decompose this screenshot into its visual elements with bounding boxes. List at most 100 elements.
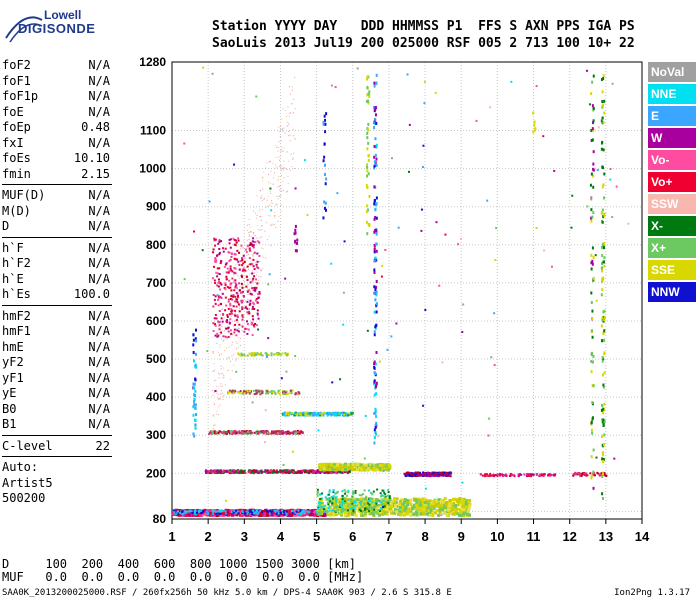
echo-point [364, 511, 368, 515]
echo-point [327, 497, 331, 501]
echo-point [256, 271, 258, 273]
echo-point [289, 389, 292, 392]
echo-point [231, 512, 235, 516]
echo-point [182, 512, 185, 515]
echo-point [386, 507, 390, 511]
echo-point [292, 135, 294, 137]
echo-point [328, 412, 331, 415]
echo-point [221, 308, 223, 310]
echo-point [547, 473, 550, 476]
echo-point [217, 299, 220, 302]
echo-point [383, 498, 387, 502]
echo-point [592, 185, 595, 189]
echo-point [227, 513, 231, 517]
echo-point [214, 403, 216, 405]
param-row-hes: h`Es 100.0 [2, 287, 112, 303]
echo-point [226, 321, 229, 324]
echo-point [293, 167, 295, 169]
echo-point [335, 464, 339, 468]
echo-point [249, 510, 252, 513]
echo-point [278, 126, 280, 128]
echo-point [450, 511, 454, 515]
echo-point [266, 199, 268, 201]
echo-point [212, 394, 214, 396]
echo-point [220, 373, 222, 375]
echo-point [179, 512, 182, 515]
echo-point [238, 430, 241, 433]
echo-point [447, 474, 450, 477]
echo-point [340, 507, 343, 510]
echo-point [427, 474, 430, 477]
echo-point [286, 432, 289, 435]
echo-point [257, 267, 260, 270]
autoscaling-info: Artist5 [2, 475, 53, 490]
echo-point [335, 509, 338, 512]
echo-point [317, 507, 320, 510]
echo-point [462, 510, 466, 514]
echo-point [226, 508, 230, 512]
echo-point [272, 163, 274, 165]
echo-point [344, 490, 347, 493]
echo-point [364, 507, 367, 510]
echo-point [282, 389, 285, 392]
echo-point [373, 243, 376, 247]
echo-point [297, 429, 300, 432]
echo-point [375, 216, 378, 220]
echo-point [237, 346, 239, 348]
echo-point [284, 352, 287, 355]
echo-point [388, 503, 391, 506]
echo-point [426, 506, 430, 510]
echo-point [234, 281, 237, 284]
echo-point [375, 421, 378, 425]
echo-point [459, 502, 463, 506]
echo-point [321, 414, 324, 417]
echo-point [281, 118, 283, 120]
echo-point [276, 166, 278, 168]
echo-point [252, 254, 254, 256]
echo-point [224, 247, 227, 250]
echo-point [345, 412, 348, 415]
autoscaling-info: Auto: [2, 460, 39, 474]
echo-point [280, 204, 282, 206]
echo-point [336, 505, 339, 508]
echo-point [273, 177, 275, 179]
echo-point [299, 471, 302, 474]
echo-point [258, 512, 262, 516]
echo-point [280, 509, 283, 512]
echo-point [217, 334, 220, 337]
param-row-fxi: fxI N/A [2, 136, 112, 152]
echo-point [374, 122, 377, 126]
echo-point [388, 507, 392, 511]
echo-point [223, 330, 225, 332]
echo-point [333, 465, 337, 469]
echo-point [241, 314, 244, 317]
echo-point [255, 278, 258, 281]
echo-point [365, 184, 368, 188]
echo-point [256, 266, 259, 269]
x-tick-label: 13 [599, 529, 613, 544]
echo-point [239, 277, 241, 279]
echo-point [417, 506, 421, 510]
echo-point [385, 510, 389, 514]
echo-point [263, 430, 266, 433]
echo-point [372, 490, 375, 493]
echo-point [234, 295, 237, 298]
echo-point [543, 473, 546, 476]
echo-point [297, 393, 300, 396]
echo-point [373, 105, 376, 109]
y-tick-label: 500 [146, 352, 166, 366]
echo-point [372, 466, 376, 470]
echo-point [422, 505, 426, 509]
echo-point [285, 512, 288, 515]
echo-point [210, 429, 213, 432]
echo-point [317, 504, 320, 507]
echo-point [322, 414, 325, 417]
echo-point [258, 431, 261, 434]
echo-point [211, 431, 214, 434]
echo-point [377, 508, 380, 511]
echo-point [374, 432, 377, 436]
echo-point [234, 244, 237, 247]
echo-point [217, 295, 220, 298]
echo-point [211, 277, 214, 280]
echo-point [361, 510, 364, 513]
